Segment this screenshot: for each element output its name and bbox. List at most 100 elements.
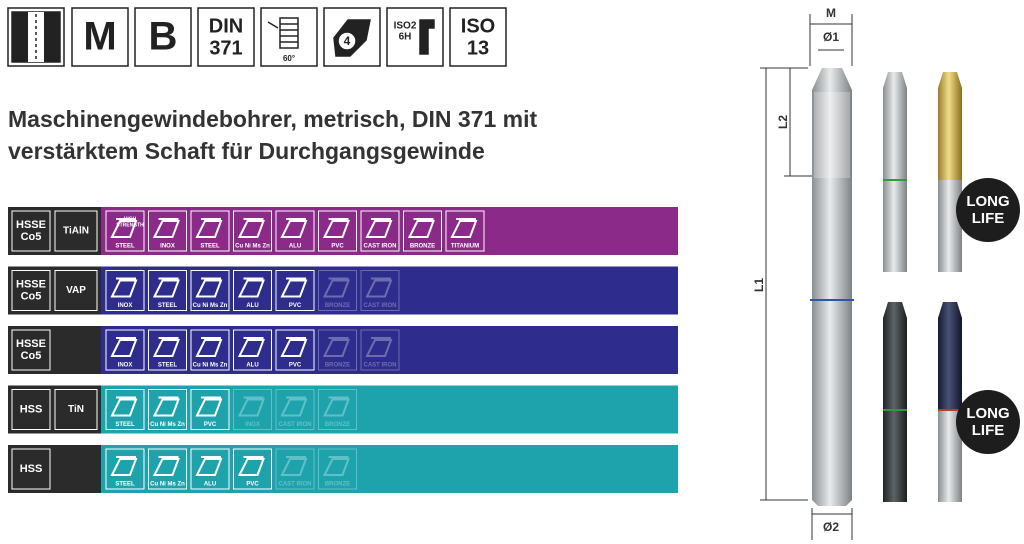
icon-frame (360, 270, 400, 311)
icon-thread: 60° (283, 54, 295, 63)
dim-label: Ø2 (823, 520, 839, 534)
icon-label: Cu Ni Ms Zn (193, 363, 228, 369)
icon-frame (318, 329, 357, 371)
icon-label: INOX (245, 422, 260, 428)
icon-frame (275, 448, 315, 490)
icon-frame (148, 210, 187, 252)
icon-pictogram (195, 456, 223, 476)
material-icon: BRONZE (318, 448, 357, 490)
material-icon: Cu Ni Ms Zn (190, 270, 230, 311)
material-icon: PVC (318, 210, 357, 252)
icon-pictogram (195, 396, 223, 417)
icon-pictogram (195, 337, 223, 357)
icon-pictogram (322, 456, 350, 476)
icon-label: ALU (246, 303, 258, 309)
header-icons (7, 7, 507, 67)
material-icon: BRONZE (318, 389, 357, 430)
material-icon: STEEL (148, 329, 187, 371)
icon-label: Cu Ni Ms Zn (150, 482, 185, 488)
icon-frame (360, 210, 400, 252)
icon-pictogram (450, 218, 478, 238)
icon-label: STEEL (158, 363, 178, 369)
coating-text: VAP (66, 285, 86, 296)
icon-pictogram (322, 218, 350, 238)
icon-label: BRONZE (410, 244, 435, 250)
icon-din: DIN (209, 15, 243, 37)
icon-label: TITANIUM (451, 244, 479, 250)
material-icon: CAST IRON (275, 448, 315, 490)
icon-label: INOX (118, 363, 133, 369)
icon-pictogram (280, 218, 308, 238)
material-text: Co5 (21, 231, 42, 243)
badge-text: LIFE (972, 422, 1005, 439)
icon-pictogram (152, 456, 180, 476)
material-text: Co5 (21, 290, 42, 302)
tap-drawings (810, 68, 1020, 506)
icon-label: PVC (246, 482, 259, 488)
icon-pictogram (280, 337, 308, 357)
icon-pictogram (322, 277, 350, 298)
icon-pictogram (280, 456, 308, 476)
icon-pictogram (237, 396, 265, 417)
icon-frame (233, 270, 272, 311)
material-box (11, 389, 51, 430)
icon-frame (105, 329, 145, 371)
coating-box (54, 389, 98, 430)
material-box (11, 448, 51, 490)
material-box (11, 210, 51, 252)
icon-label: CAST IRON (364, 363, 397, 369)
icon-label: ALU (204, 482, 216, 488)
icon-frame (190, 329, 230, 371)
material-icon: INOX (105, 329, 145, 371)
row-label-bg (8, 326, 101, 374)
material-text: HSSE (16, 338, 46, 350)
icon-iso2: 6H (399, 32, 412, 43)
icon-pictogram (280, 277, 308, 298)
row-bar (101, 385, 678, 434)
icon-label: CAST IRON (364, 303, 397, 309)
icon-iso13: ISO (461, 15, 495, 37)
icon-pictogram (237, 337, 265, 357)
material-icon: PVC (275, 270, 315, 311)
icon-frame (445, 210, 485, 252)
material-text: HSSE (16, 219, 46, 231)
icon-pictogram (237, 277, 265, 298)
material-icon: CAST IRON (360, 210, 400, 252)
icon-pictogram (280, 396, 308, 417)
icon-frame (190, 448, 230, 490)
icon-label: PVC (204, 422, 217, 428)
icon-frame (360, 329, 400, 371)
icon-frame (403, 210, 442, 252)
icon-label: BRONZE (325, 422, 350, 428)
icon-pictogram (322, 337, 350, 357)
material-icon: CAST IRON (275, 389, 315, 430)
icon-label: CAST IRON (364, 244, 397, 250)
material-icon: ALU (233, 270, 272, 311)
material-icon: TITANIUM (445, 210, 485, 252)
dim-label: M (826, 6, 836, 20)
icon-frame (148, 448, 187, 490)
icon-label: PVC (289, 303, 302, 309)
material-icon: BRONZE (403, 210, 442, 252)
material-box (11, 329, 51, 371)
icon-frame (318, 210, 357, 252)
icon-frame (318, 448, 357, 490)
row-bar (101, 326, 678, 374)
material-icon: ALU (233, 329, 272, 371)
coating-text: TiAlN (63, 226, 89, 237)
row-label-bg (8, 445, 101, 493)
badge-text: LONG (966, 193, 1009, 210)
icon-pictogram (322, 396, 350, 417)
material-icon: CAST IRON (360, 270, 400, 311)
row-bar (101, 207, 678, 255)
icon-pictogram (110, 396, 138, 417)
material-icon: BRONZE (318, 270, 357, 311)
material-icon: ALU (275, 210, 315, 252)
icon-pictogram (237, 218, 265, 238)
material-icon: Cu Ni Ms Zn (190, 329, 230, 371)
dim-label: L2 (776, 115, 790, 129)
material-icon: STEEL (190, 210, 230, 252)
icon-iso2: ISO2 (394, 21, 417, 32)
